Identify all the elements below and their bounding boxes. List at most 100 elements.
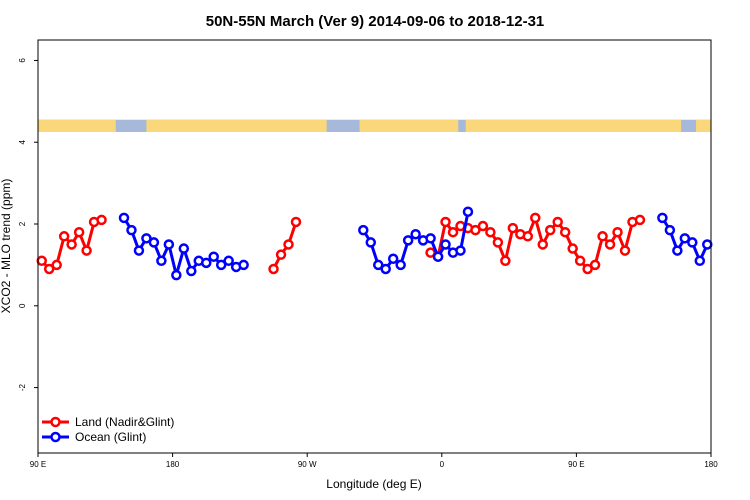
x-tick-label: 90 W: [298, 460, 317, 469]
y-axis-label: XCO2 - MLO trend (ppm): [0, 179, 13, 314]
data-point-ocean: [679, 233, 691, 244]
y-tick-label: 6: [18, 58, 27, 63]
y-tick-label: 2: [18, 221, 27, 226]
data-point-ocean: [694, 255, 706, 267]
data-point-ocean: [387, 253, 399, 265]
data-point-ocean: [186, 265, 197, 277]
data-point-ocean: [410, 228, 421, 240]
data-point-ocean: [156, 255, 167, 267]
x-tick-label: 180: [166, 460, 180, 469]
data-point-land: [492, 237, 504, 248]
plot-frame: [37, 39, 712, 454]
data-point-land: [36, 255, 47, 267]
data-point-ocean: [425, 233, 436, 244]
data-point-land: [73, 226, 85, 238]
data-point-land: [582, 263, 593, 275]
data-point-ocean: [223, 255, 234, 267]
y-tick-label: 4: [18, 139, 27, 144]
y-axis: -2 0 2 4 6: [18, 58, 38, 391]
y-tick-label: 0: [18, 303, 27, 308]
data-point-ocean: [365, 237, 377, 248]
data-point-land: [552, 216, 563, 228]
data-point-land: [81, 245, 92, 256]
x-tick-label: 0: [440, 460, 445, 469]
data-point-land: [589, 259, 601, 271]
band-land-segment: [465, 119, 682, 133]
data-point-ocean: [148, 237, 160, 248]
series-group: [36, 206, 713, 281]
x-axis-label: Longitude (deg E): [326, 477, 421, 491]
data-point-ocean: [215, 259, 227, 271]
data-point-ocean: [118, 212, 130, 224]
data-point-land: [66, 239, 77, 250]
data-point-land: [500, 255, 511, 267]
data-point-ocean: [395, 259, 406, 271]
data-point-land: [522, 231, 534, 242]
data-point-land: [275, 249, 287, 260]
surface-band: [38, 119, 711, 133]
data-point-land: [619, 245, 631, 256]
legend-marker-land: [50, 416, 61, 428]
series-line-land: [272, 221, 298, 270]
data-point-ocean: [462, 206, 474, 217]
data-point-ocean: [380, 263, 391, 275]
data-point-ocean: [358, 224, 369, 236]
legend-marker-ocean: [50, 431, 61, 443]
y-tick-label: -2: [18, 383, 27, 391]
data-point-land: [58, 231, 70, 242]
data-point-ocean: [126, 224, 137, 236]
legend-label-ocean: Ocean (Glint): [75, 430, 146, 444]
band-land-segment: [696, 119, 711, 133]
legend-label-land: Land (Nadir&Glint): [75, 415, 174, 429]
data-point-land: [51, 259, 62, 271]
data-point-land: [440, 216, 451, 228]
data-point-land: [485, 226, 496, 238]
data-point-ocean: [201, 257, 212, 269]
band-land-segment: [359, 119, 459, 133]
data-point-ocean: [432, 251, 444, 262]
data-point-land: [612, 226, 623, 238]
data-point-land: [283, 239, 294, 250]
data-point-land: [597, 231, 608, 242]
data-point-ocean: [455, 245, 466, 256]
data-point-ocean: [402, 235, 414, 246]
band-land-segment: [146, 119, 327, 133]
x-tick-label: 90 E: [30, 460, 46, 469]
data-point-ocean: [372, 259, 384, 271]
data-point-land: [567, 243, 578, 254]
data-point-land: [530, 212, 541, 224]
data-point-ocean: [133, 245, 145, 256]
data-point-ocean: [440, 239, 451, 250]
band-land-segment: [38, 119, 116, 133]
data-point-ocean: [664, 224, 676, 236]
data-point-land: [425, 247, 436, 258]
data-point-land: [507, 222, 519, 234]
data-point-land: [537, 239, 548, 250]
chart-title: 50N-55N March (Ver 9) 2014-09-06 to 2018…: [206, 13, 545, 30]
data-point-ocean: [672, 245, 683, 256]
data-point-land: [574, 255, 586, 267]
data-point-ocean: [208, 251, 219, 262]
data-point-land: [477, 220, 489, 232]
legend: Land (Nadir&Glint) Ocean (Glint): [42, 415, 174, 444]
data-point-land: [43, 263, 55, 275]
x-axis: 90 E 180 90 W 0 90 E 180: [30, 453, 718, 469]
data-point-land: [634, 214, 646, 226]
data-point-land: [96, 214, 107, 226]
data-point-ocean: [141, 233, 152, 244]
data-point-ocean: [687, 237, 698, 248]
data-point-land: [470, 224, 481, 236]
data-point-land: [559, 226, 571, 238]
data-point-ocean: [657, 212, 668, 224]
data-point-land: [544, 224, 556, 236]
data-point-ocean: [178, 243, 190, 254]
x-tick-label: 180: [704, 460, 718, 469]
data-point-land: [268, 263, 279, 275]
data-point-ocean: [238, 259, 249, 271]
data-point-land: [447, 226, 459, 238]
data-point-land: [290, 216, 302, 228]
data-point-ocean: [163, 239, 175, 250]
data-point-ocean: [702, 239, 713, 250]
x-tick-label: 90 E: [568, 460, 584, 469]
